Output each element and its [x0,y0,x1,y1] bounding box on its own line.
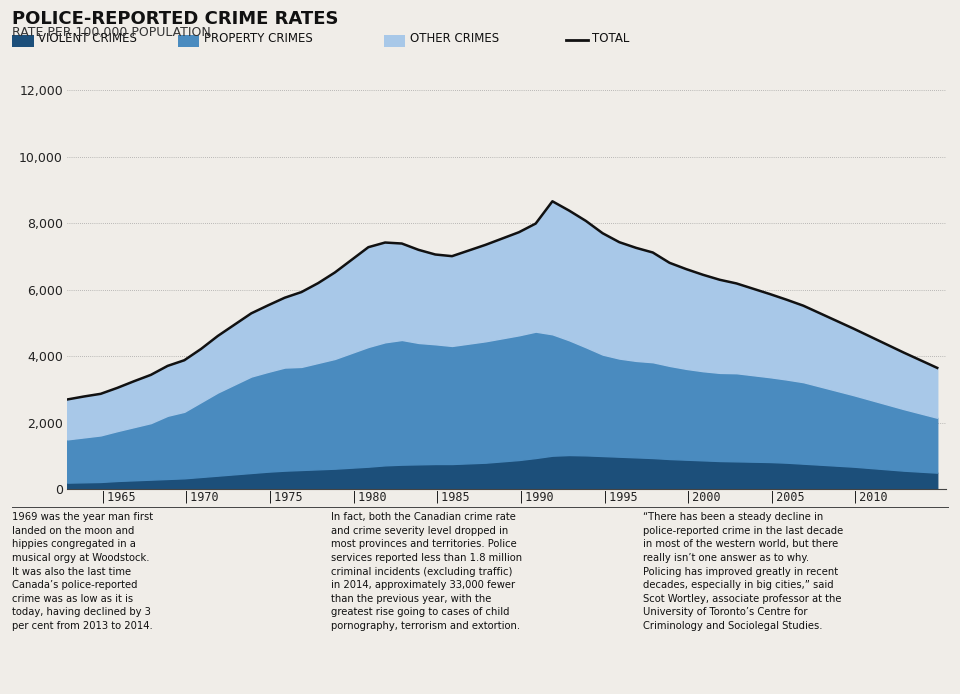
Text: In fact, both the Canadian crime rate
and crime severity level dropped in
most p: In fact, both the Canadian crime rate an… [331,512,522,631]
Text: RATE PER 100,000 POPULATION: RATE PER 100,000 POPULATION [12,26,211,40]
Text: POLICE-REPORTED CRIME RATES: POLICE-REPORTED CRIME RATES [12,10,339,28]
Text: TOTAL: TOTAL [592,33,630,45]
Text: “There has been a steady decline in
police-reported crime in the last decade
in : “There has been a steady decline in poli… [643,512,844,631]
Text: OTHER CRIMES: OTHER CRIMES [410,33,499,45]
Text: VIOLENT CRIMES: VIOLENT CRIMES [38,33,137,45]
Text: PROPERTY CRIMES: PROPERTY CRIMES [204,33,312,45]
Text: 1969 was the year man first
landed on the moon and
hippies congregated in a
musi: 1969 was the year man first landed on th… [12,512,154,631]
